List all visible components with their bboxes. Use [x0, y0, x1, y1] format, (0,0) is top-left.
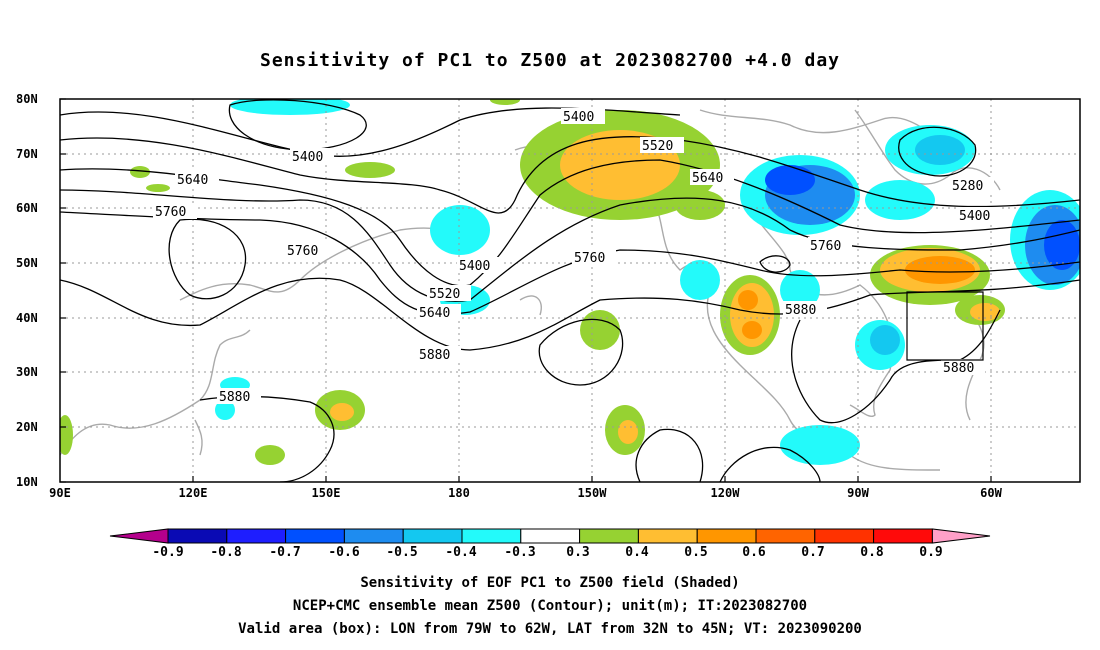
colorbar-label: -0.9 — [152, 545, 183, 560]
latitude-labels: 80N 70N 60N 50N 40N 30N 20N 10N — [16, 92, 38, 489]
colorbar-segment — [755, 528, 816, 544]
z500-contours — [60, 99, 1080, 482]
contour-label: 5640 — [419, 306, 450, 321]
contour-label: 5880 — [419, 348, 450, 363]
lon-label: 90W — [847, 486, 869, 500]
contour-label: 5880 — [219, 390, 250, 405]
valid-area-box — [906, 291, 984, 361]
colorbar-arrow-high — [931, 528, 991, 544]
lat-label: 30N — [16, 365, 38, 379]
colorbar-segment — [285, 528, 345, 544]
lat-label: 10N — [16, 475, 38, 489]
colorbar-segment — [343, 528, 404, 544]
footer-line-2: NCEP+CMC ensemble mean Z500 (Contour); u… — [292, 598, 808, 614]
map-frame — [59, 98, 1081, 483]
colorbar-segment — [226, 528, 287, 544]
contour-label: 5640 — [692, 171, 723, 186]
contour-label: 5400 — [292, 150, 323, 165]
contour-label: 5880 — [943, 361, 974, 376]
colorbar-segment — [637, 528, 698, 544]
contour-label: 5400 — [459, 259, 490, 274]
longitude-labels: 90E 120E 150E 180 150W 120W 90W 60W — [49, 486, 1002, 500]
colorbar-segment — [167, 528, 228, 544]
colorbar-label: 0.7 — [801, 545, 824, 560]
contour-labels: 5400 5520 5640 5280 5400 5640 5760 5760 … — [153, 108, 1001, 405]
contour-label: 5880 — [785, 303, 816, 318]
colorbar-label: 0.4 — [625, 545, 649, 560]
colorbar-label: 0.3 — [566, 545, 589, 560]
colorbar-label: -0.4 — [445, 545, 476, 560]
lon-label: 120W — [711, 486, 741, 500]
axis-ticks — [60, 98, 992, 483]
lon-label: 120E — [179, 486, 208, 500]
lon-label: 60W — [980, 486, 1002, 500]
contour-label: 5520 — [429, 287, 460, 302]
lon-label: 180 — [448, 486, 470, 500]
colorbar-segment — [520, 528, 581, 544]
footer-line-3: Valid area (box): LON from 79W to 62W, L… — [238, 621, 862, 637]
colorbar-label: 0.9 — [919, 545, 942, 560]
colorbar-label: 0.5 — [684, 545, 707, 560]
contour-label: 5280 — [952, 179, 983, 194]
lon-label: 150W — [578, 486, 608, 500]
colorbar-label: -0.8 — [210, 545, 241, 560]
colorbar-arrow-low — [109, 528, 169, 544]
colorbar-labels: -0.9 -0.8 -0.7 -0.6 -0.5 -0.4 -0.3 0.3 0… — [152, 545, 942, 560]
contour-label: 5760 — [155, 205, 186, 220]
lat-label: 60N — [16, 201, 38, 215]
contour-label: 5760 — [287, 244, 318, 259]
lat-label: 50N — [16, 256, 38, 270]
colorbar-label: -0.5 — [386, 545, 417, 560]
footer-line-1: Sensitivity of EOF PC1 to Z500 field (Sh… — [360, 575, 740, 591]
colorbar-label: 0.8 — [860, 545, 884, 560]
colorbar — [109, 528, 991, 544]
lat-label: 70N — [16, 147, 38, 161]
contour-label: 5400 — [563, 110, 594, 125]
colorbar-label: -0.7 — [269, 545, 300, 560]
lon-label: 150E — [312, 486, 341, 500]
colorbar-label: -0.6 — [328, 545, 359, 560]
colorbar-segment — [696, 528, 757, 544]
lat-label: 40N — [16, 311, 38, 325]
colorbar-segment — [461, 528, 522, 544]
colorbar-segment — [873, 528, 933, 544]
colorbar-label: -0.3 — [504, 545, 535, 560]
contour-label: 5400 — [959, 209, 990, 224]
lat-label: 20N — [16, 420, 38, 434]
colorbar-segment — [402, 528, 463, 544]
lat-label: 80N — [16, 92, 38, 106]
map-title: Sensitivity of PC1 to Z500 at 2023082700… — [259, 50, 840, 71]
colorbar-segment — [579, 528, 639, 544]
contour-label: 5760 — [574, 251, 605, 266]
contour-label: 5760 — [810, 239, 841, 254]
contour-label: 5640 — [177, 173, 208, 188]
contour-label: 5520 — [642, 139, 673, 154]
lon-label: 90E — [49, 486, 71, 500]
sensitivity-shading — [60, 99, 1080, 465]
colorbar-label: 0.6 — [742, 545, 766, 560]
grid-lines — [60, 99, 1080, 482]
colorbar-segment — [814, 528, 875, 544]
